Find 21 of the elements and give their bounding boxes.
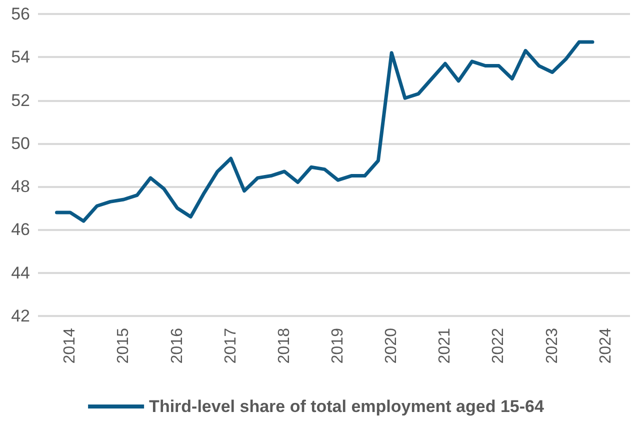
line-series [55,40,594,223]
x-tick-label: 2018 [276,328,293,364]
y-tick-label: 46 [11,220,30,240]
legend-label: Third-level share of total employment aged 15-64 [149,397,544,416]
x-tick-label: 2016 [168,328,186,364]
y-tick-label: 56 [11,4,30,24]
x-tick-label: 2022 [490,328,508,364]
y-tick-label: 44 [11,263,30,282]
x-tick-label: 2014 [62,328,79,364]
x-tick-label: 2020 [383,328,400,364]
x-tick-label: 2024 [597,328,614,364]
y-tick-label: 52 [11,90,30,110]
y-tick-label: 54 [11,48,30,67]
x-tick-label: 2023 [544,328,561,364]
y-tick-label: 48 [11,177,30,196]
x-tick-label: 2021 [436,328,454,364]
y-tick-label: 42 [11,306,30,326]
x-tick-label: 2017 [222,328,240,364]
x-tick-label: 2019 [330,328,347,364]
x-tick-label: 2015 [115,328,132,364]
y-tick-label: 50 [11,134,30,153]
